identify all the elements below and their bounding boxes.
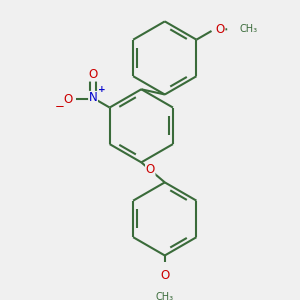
Text: O: O — [216, 23, 225, 36]
Text: CH₃: CH₃ — [156, 292, 174, 300]
Text: O: O — [88, 68, 98, 81]
Text: N: N — [89, 92, 98, 104]
Text: −: − — [55, 100, 65, 113]
Text: O: O — [146, 164, 155, 176]
Text: CH₃: CH₃ — [239, 24, 257, 34]
Text: +: + — [98, 85, 106, 94]
Text: O: O — [63, 93, 73, 106]
Text: O: O — [160, 269, 170, 282]
